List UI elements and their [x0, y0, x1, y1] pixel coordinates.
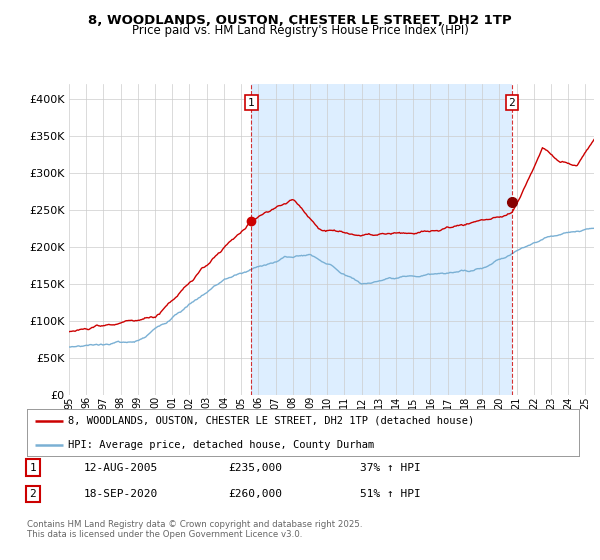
- Bar: [251, 84, 512, 395]
- Text: 18-SEP-2020: 18-SEP-2020: [84, 489, 158, 499]
- Text: Price paid vs. HM Land Registry's House Price Index (HPI): Price paid vs. HM Land Registry's House …: [131, 24, 469, 37]
- Text: Contains HM Land Registry data © Crown copyright and database right 2025.
This d: Contains HM Land Registry data © Crown c…: [27, 520, 362, 539]
- Text: 2: 2: [508, 97, 515, 108]
- Text: 12-AUG-2005: 12-AUG-2005: [84, 463, 158, 473]
- Text: 37% ↑ HPI: 37% ↑ HPI: [360, 463, 421, 473]
- Text: 8, WOODLANDS, OUSTON, CHESTER LE STREET, DH2 1TP: 8, WOODLANDS, OUSTON, CHESTER LE STREET,…: [88, 14, 512, 27]
- Text: 1: 1: [29, 463, 37, 473]
- Text: £235,000: £235,000: [228, 463, 282, 473]
- Text: 8, WOODLANDS, OUSTON, CHESTER LE STREET, DH2 1TP (detached house): 8, WOODLANDS, OUSTON, CHESTER LE STREET,…: [68, 416, 475, 426]
- Text: 2: 2: [29, 489, 37, 499]
- Text: HPI: Average price, detached house, County Durham: HPI: Average price, detached house, Coun…: [68, 440, 374, 450]
- Text: 51% ↑ HPI: 51% ↑ HPI: [360, 489, 421, 499]
- Text: 1: 1: [248, 97, 255, 108]
- Text: £260,000: £260,000: [228, 489, 282, 499]
